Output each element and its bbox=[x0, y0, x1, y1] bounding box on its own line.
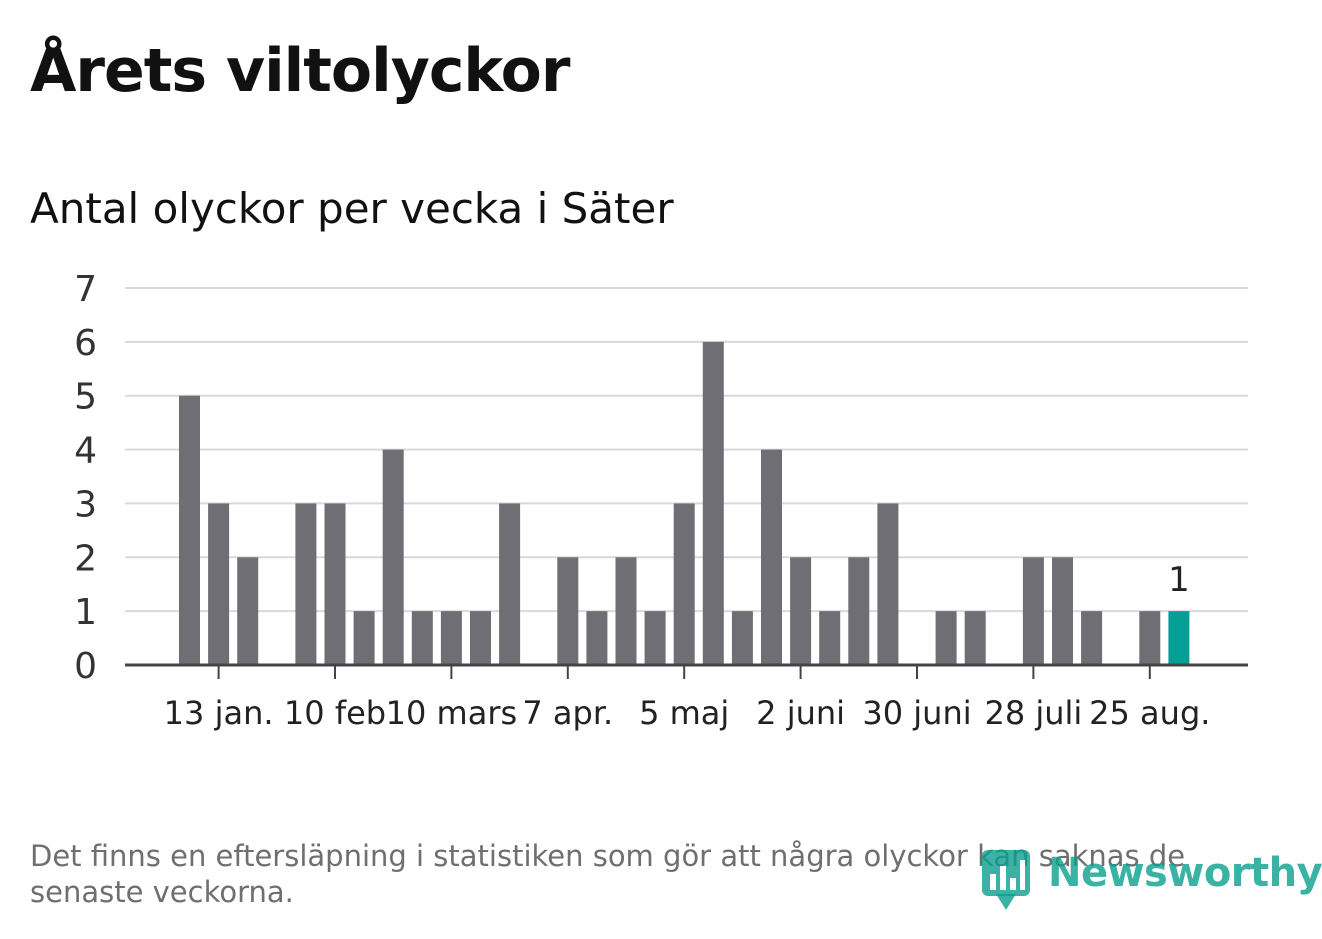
x-tick-label: 28 juli bbox=[984, 694, 1082, 732]
bar bbox=[237, 557, 259, 665]
bar bbox=[470, 611, 491, 665]
newsworthy-brand: Newsworthy bbox=[980, 842, 1322, 922]
x-tick-label: 25 aug. bbox=[1089, 694, 1210, 732]
bar bbox=[790, 557, 812, 665]
newsworthy-logo-icon bbox=[982, 850, 1030, 910]
x-tick-label: 7 apr. bbox=[522, 694, 613, 732]
bar bbox=[1081, 611, 1103, 665]
bar bbox=[848, 557, 870, 665]
x-tick-label: 5 maj bbox=[639, 694, 729, 732]
bar bbox=[411, 611, 433, 665]
bar bbox=[964, 611, 986, 665]
x-tick-label: 10 mars bbox=[386, 694, 518, 732]
y-tick-label: 2 bbox=[74, 538, 97, 579]
bar bbox=[208, 503, 230, 665]
bar bbox=[1022, 557, 1044, 665]
bar bbox=[295, 503, 317, 665]
y-tick-label: 7 bbox=[74, 269, 97, 310]
x-tick-label: 30 juni bbox=[862, 694, 971, 732]
y-tick-label: 6 bbox=[74, 323, 97, 364]
bar bbox=[1052, 557, 1073, 665]
bar bbox=[761, 449, 782, 665]
x-tick-label: 10 feb bbox=[284, 694, 386, 732]
bar bbox=[615, 557, 637, 665]
y-tick-label: 0 bbox=[74, 646, 97, 687]
y-tick-label: 4 bbox=[74, 431, 97, 472]
bar bbox=[1139, 611, 1161, 665]
y-tick-label: 3 bbox=[74, 484, 97, 525]
bar bbox=[702, 341, 724, 665]
chart-title: Årets viltolyckor bbox=[30, 36, 570, 106]
bar bbox=[877, 503, 899, 665]
bar bbox=[440, 611, 462, 665]
bar bbox=[179, 395, 200, 665]
brand-name: Newsworthy bbox=[1048, 850, 1322, 896]
bar bbox=[324, 503, 346, 665]
x-tick-label: 13 jan. bbox=[164, 694, 274, 732]
y-tick-label: 1 bbox=[74, 592, 97, 633]
bar bbox=[353, 611, 375, 665]
bar bbox=[673, 503, 695, 665]
bar bbox=[819, 611, 841, 665]
chart-subtitle: Antal olyckor per vecka i Säter bbox=[30, 184, 674, 233]
bar bbox=[557, 557, 579, 665]
data-label: 1 bbox=[1168, 560, 1190, 600]
bar bbox=[586, 611, 608, 665]
bar-chart: 0 1 2 3 4 5 6 7 13 jan. 10 feb 10 mars 7 apr. 5 maj 2… bbox=[74, 269, 1248, 732]
x-tick-label: 2 juni bbox=[756, 694, 845, 732]
bar bbox=[731, 611, 753, 665]
bar bbox=[935, 611, 957, 665]
y-tick-label: 5 bbox=[74, 377, 97, 418]
bar bbox=[1168, 611, 1190, 665]
bar bbox=[644, 611, 666, 665]
bar bbox=[382, 449, 404, 665]
bar bbox=[499, 503, 521, 665]
